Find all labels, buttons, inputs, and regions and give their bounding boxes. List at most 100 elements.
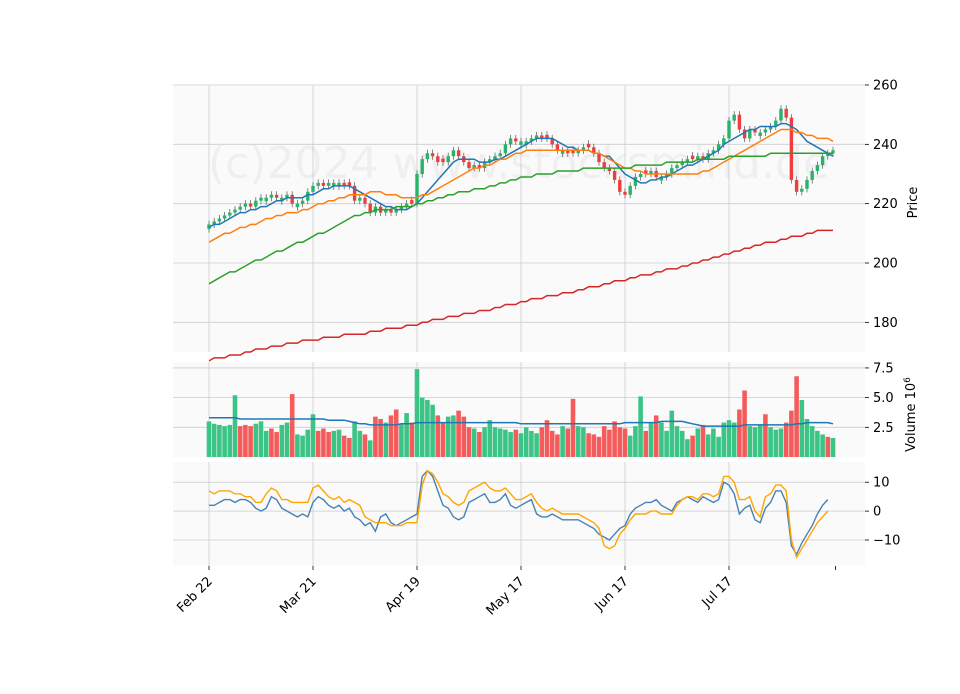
volume-bar: [425, 400, 430, 457]
volume-bar: [310, 414, 316, 457]
volume-bar: [321, 428, 326, 457]
candle-body: [592, 147, 596, 154]
candle-body: [758, 132, 762, 137]
candle-body: [545, 134, 549, 139]
candle-body: [763, 129, 768, 133]
volume-bar: [575, 426, 581, 457]
candle-body: [597, 153, 601, 163]
volume-bar: [430, 404, 435, 457]
volume-bar: [497, 428, 503, 457]
candle-body: [748, 129, 752, 139]
candle-body: [534, 135, 539, 139]
volume-bar: [617, 427, 623, 457]
volume-bar: [742, 390, 747, 457]
volume-bar: [690, 435, 695, 457]
volume-bar: [253, 423, 259, 457]
volume-bar: [445, 416, 451, 457]
volume-bar: [648, 422, 654, 457]
volume-bar: [279, 424, 285, 457]
volume-bar: [331, 430, 337, 457]
volume-bar: [700, 424, 706, 457]
candle-body: [467, 162, 471, 169]
candle-body: [737, 114, 742, 130]
volume-bar: [347, 438, 352, 457]
candle-body: [503, 144, 508, 154]
candle-body: [638, 174, 643, 177]
volume-bar: [627, 435, 633, 457]
volume-bar: [305, 429, 311, 457]
volume-bar: [570, 398, 576, 457]
candle-body: [300, 200, 305, 204]
volume-bar: [274, 432, 279, 457]
candle-body: [238, 206, 242, 210]
panel-osc: [173, 462, 865, 566]
candle-body: [602, 162, 606, 169]
volume-bar: [295, 434, 300, 457]
volume-bar: [378, 419, 383, 457]
candle-body: [701, 156, 705, 160]
candle-body: [456, 150, 461, 157]
volume-bar: [669, 410, 675, 457]
volume-bar: [773, 429, 779, 457]
candle-body: [831, 150, 835, 154]
series-line-ma_200: [208, 229, 833, 362]
volume-bar: [653, 415, 659, 457]
volume-bar: [622, 428, 628, 457]
candle-body: [332, 182, 336, 187]
candle-body: [342, 182, 346, 186]
candle-body: [519, 141, 523, 145]
volume-bar: [726, 420, 732, 457]
candle-body: [784, 108, 788, 118]
candle-body: [810, 171, 814, 180]
volume-bar: [768, 427, 773, 457]
candle-body: [358, 197, 362, 201]
volume-bar: [752, 427, 758, 457]
candle-body: [264, 197, 268, 202]
candle-body: [586, 143, 591, 148]
candle-body: [768, 126, 773, 130]
volume-bar: [830, 438, 836, 457]
candle-body: [664, 174, 669, 177]
volume-bar: [757, 424, 763, 457]
volume-bar: [362, 434, 368, 457]
candle-body: [571, 149, 575, 154]
candle-body: [477, 165, 482, 169]
candle-body: [394, 209, 398, 213]
candle-body: [243, 203, 248, 207]
candle-body: [352, 185, 357, 201]
candle-body: [285, 194, 289, 198]
candle-body: [815, 165, 820, 172]
volume-bar: [716, 436, 721, 457]
volume-bar: [638, 396, 643, 457]
volume-bar: [737, 409, 742, 457]
volume-bar: [815, 430, 820, 457]
volume-bar: [284, 422, 290, 457]
volume-bar: [206, 421, 212, 457]
candle-body: [389, 209, 393, 213]
candle-body: [716, 144, 721, 151]
candle-body: [524, 141, 528, 145]
y-tick-label-volume: 5.0: [873, 391, 894, 406]
volume-bar: [237, 426, 243, 457]
volume-bar: [217, 424, 222, 457]
candle-body: [550, 138, 554, 145]
volume-bar: [503, 429, 508, 457]
series-line-ma_mid: [208, 128, 834, 243]
volume-bar: [825, 436, 831, 457]
volume-bar: [534, 433, 539, 457]
volume-bar: [258, 421, 264, 457]
x-tick-label: Mar 21: [277, 574, 320, 617]
y-tick-label-oscillator: −10: [873, 534, 900, 549]
series-line-ma_long: [208, 152, 833, 285]
volume-bar: [664, 430, 669, 457]
candle-body: [306, 191, 310, 201]
candle-body: [498, 153, 502, 157]
candle-body: [529, 138, 534, 142]
volume-bar: [529, 430, 534, 457]
panel-price: [173, 85, 865, 352]
candle-body: [269, 194, 274, 198]
volume-bar: [461, 416, 467, 457]
volume-bar: [711, 428, 716, 457]
candle-body: [384, 209, 388, 213]
